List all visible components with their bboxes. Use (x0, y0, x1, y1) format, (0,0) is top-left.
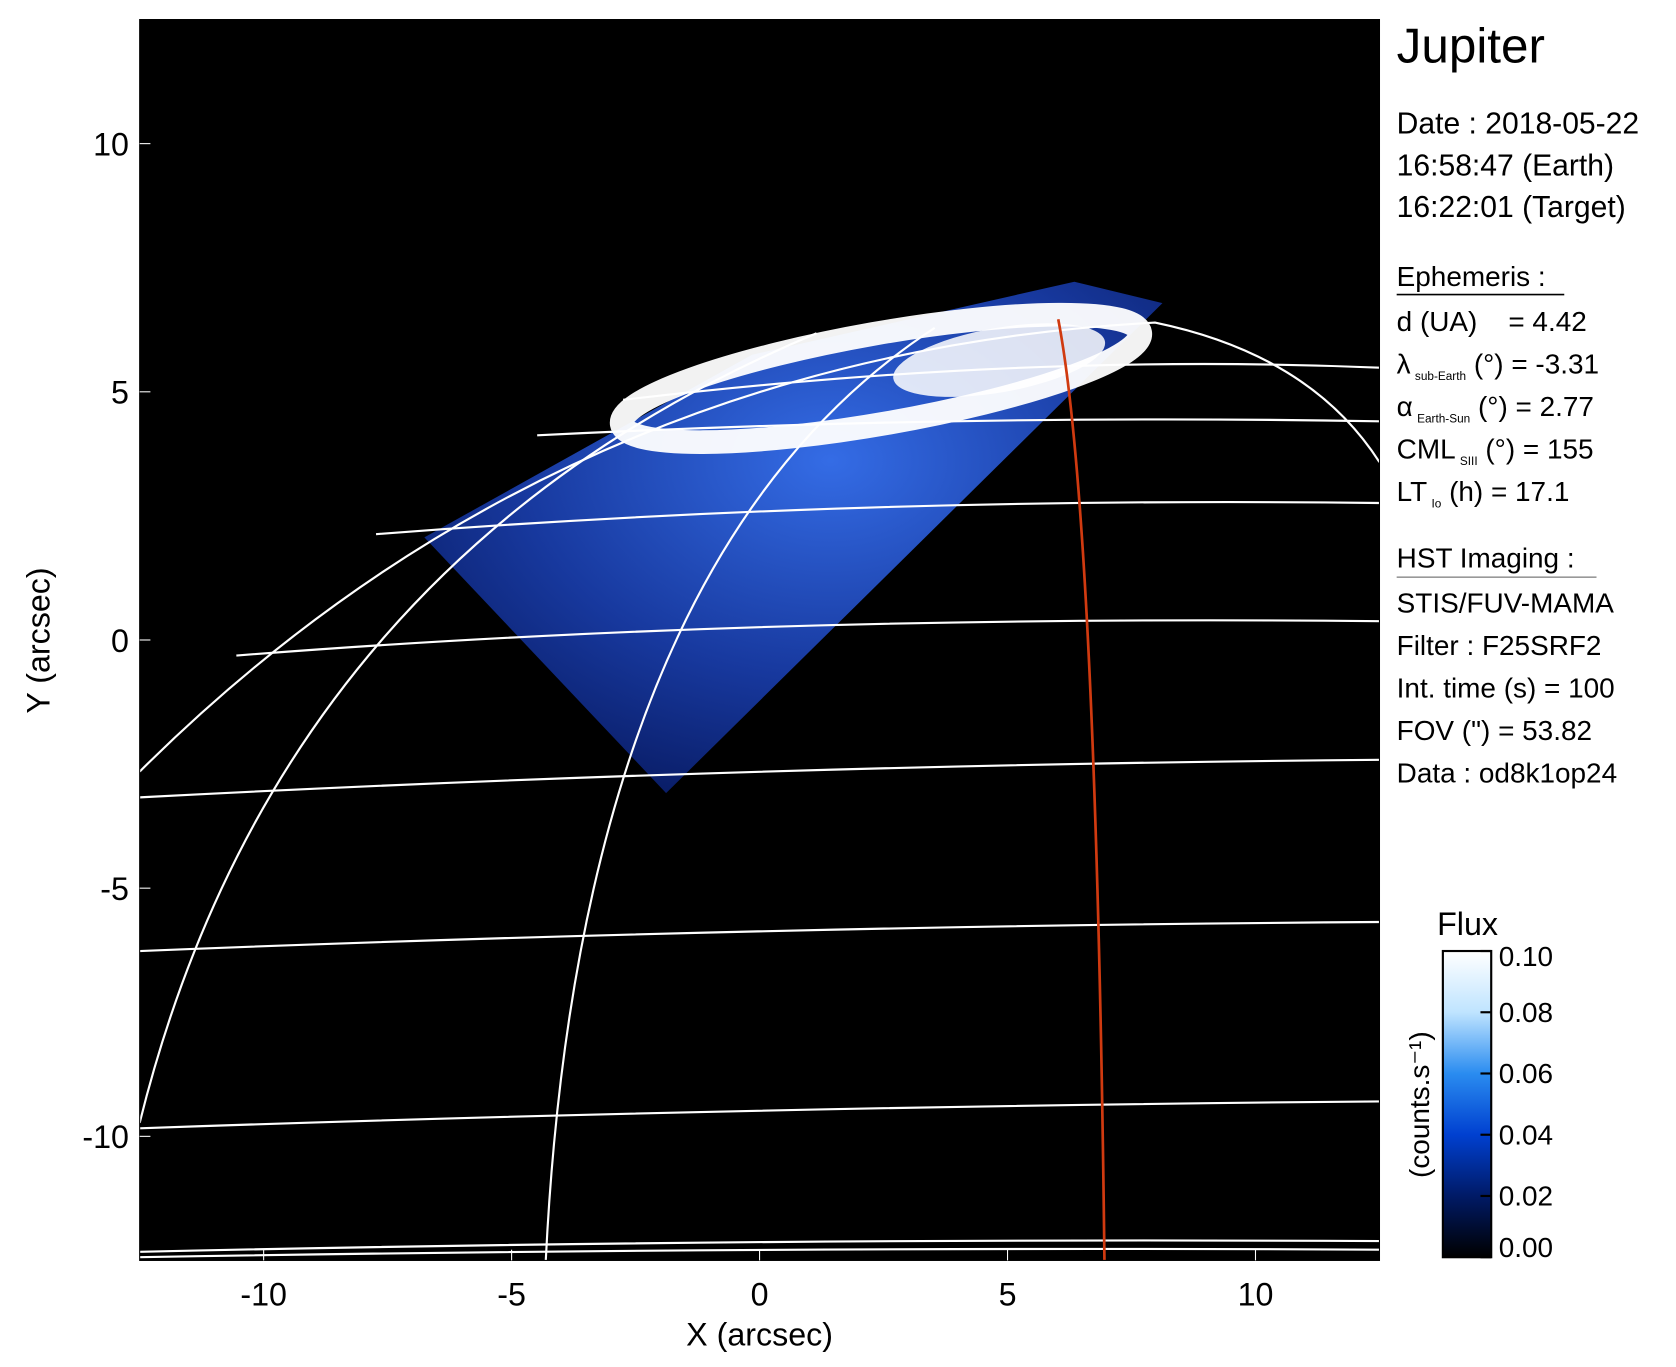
imaging-row: Filter : F25SRF2 (1397, 630, 1602, 661)
x-tick-label: 0 (751, 1277, 769, 1313)
chart-title: Jupiter (1397, 19, 1545, 74)
ephemeris-value: (h) = 17.1 (1441, 476, 1569, 507)
ephemeris-heading: Ephemeris : (1397, 261, 1546, 292)
colorbar-title: Flux (1437, 906, 1498, 942)
x-tick-label: 10 (1238, 1277, 1274, 1313)
colorbar-tick-label: 0.04 (1499, 1119, 1553, 1150)
imaging-row: STIS/FUV-MAMA (1397, 588, 1615, 619)
imaging-row: Int. time (s) = 100 (1397, 672, 1615, 703)
date-line: 16:22:01 (Target) (1397, 191, 1626, 224)
y-axis-label: Y (arcsec) (20, 567, 56, 713)
y-tick-label: -10 (82, 1119, 129, 1155)
y-tick-label: 5 (111, 375, 129, 411)
y-tick-label: 0 (111, 623, 129, 659)
date-line: 16:58:47 (Earth) (1397, 149, 1614, 182)
ephemeris-row: λ sub-Earth (°) = -3.31 (1397, 349, 1599, 383)
x-tick-label: 5 (999, 1277, 1017, 1313)
planet-grid (138, 319, 1381, 1261)
ephemeris-value: (°) = 155 (1478, 433, 1594, 464)
colorbar-tick-label: 0.06 (1499, 1058, 1553, 1089)
y-tick-label: -5 (100, 871, 129, 907)
ephemeris-row: d (UA) = 4.42 (1397, 306, 1587, 337)
x-tick-label: -10 (240, 1277, 287, 1313)
imaging-row: Data : od8k1op24 (1397, 757, 1617, 788)
date-line: Date : 2018-05-22 (1397, 107, 1639, 140)
ephemeris-subscript: SIII (1460, 454, 1478, 468)
y-tick-label: 10 (93, 126, 129, 162)
colorbar-label: (counts.s⁻¹) (1404, 1031, 1435, 1178)
ephemeris-subscript: sub-Earth (1415, 369, 1466, 383)
ephemeris-row: α Earth-Sun (°) = 2.77 (1397, 391, 1594, 425)
ephemeris-subscript: Earth-Sun (1417, 411, 1470, 425)
ephemeris-symbol: CML (1397, 433, 1456, 464)
colorbar-tick-label: 0.08 (1499, 997, 1553, 1028)
x-tick-label: -5 (497, 1277, 526, 1313)
imaging-row: FOV (") = 53.82 (1397, 715, 1592, 746)
x-axis-label: X (arcsec) (686, 1316, 833, 1352)
colorbar-tick-label: 0.02 (1499, 1181, 1553, 1212)
ephemeris-value: (°) = -3.31 (1466, 349, 1599, 380)
imaging-heading: HST Imaging : (1397, 542, 1575, 573)
ephemeris-symbol: α (1397, 391, 1413, 422)
ephemeris-symbol: λ (1397, 349, 1411, 380)
ephemeris-row: LT Io (h) = 17.1 (1397, 476, 1570, 510)
ephemeris-value: (°) = 2.77 (1470, 391, 1594, 422)
colorbar (1441, 949, 1493, 1259)
ephemeris-subscript: Io (1431, 496, 1441, 510)
ephemeris-symbol: LT (1397, 476, 1428, 507)
ephemeris-row: CML SIII (°) = 155 (1397, 433, 1594, 467)
ephemeris-symbol: d (UA) = 4.42 (1397, 306, 1587, 337)
colorbar-tick-label: 0.10 (1499, 941, 1553, 972)
colorbar-tick-label: 0.00 (1499, 1232, 1553, 1263)
